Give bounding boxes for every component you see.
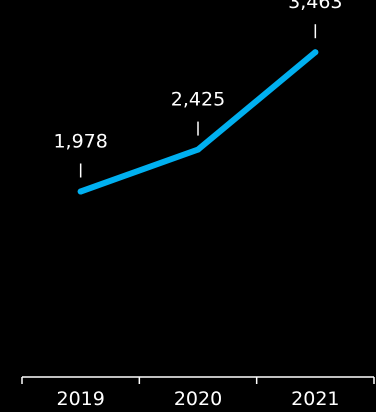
x-tick-label-2020: 2020 xyxy=(174,388,222,410)
data-point-2019 xyxy=(77,188,84,195)
x-axis xyxy=(21,376,375,384)
series-group xyxy=(77,49,319,195)
x-tick-label-2019: 2019 xyxy=(56,388,104,410)
data-point-2021 xyxy=(312,49,319,56)
x-tick-label-2021: 2021 xyxy=(291,388,339,410)
data-label-2020: 2,425 xyxy=(171,89,225,111)
data-labels: 1,978 2,425 3,463 xyxy=(53,0,342,152)
data-label-2021: 3,463 xyxy=(288,0,342,13)
label-leader-lines xyxy=(79,24,317,178)
x-tick-labels: 2019 2020 2021 xyxy=(56,388,339,410)
data-point-2020 xyxy=(195,146,201,153)
data-label-2019: 1,978 xyxy=(53,130,107,152)
